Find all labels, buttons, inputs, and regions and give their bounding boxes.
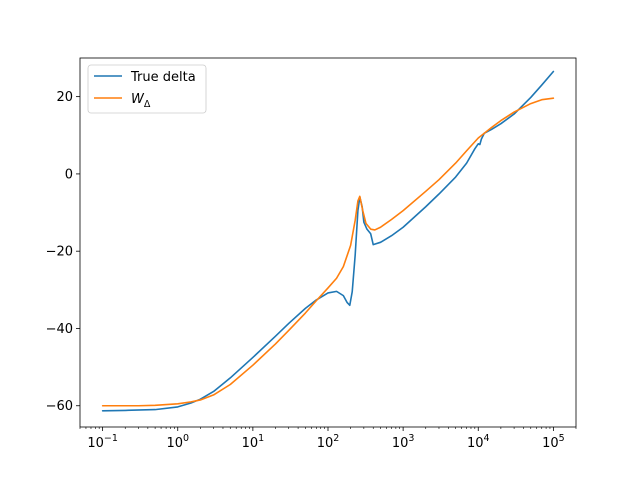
series-layer	[101, 70, 555, 412]
legend: True delta WΔ	[87, 64, 207, 114]
x-axis: 10−1 100 101 102 103 104 105	[79, 427, 577, 451]
y-axis: −60 −40 −20 0 20	[46, 90, 80, 414]
y-tick-label: −60	[46, 399, 73, 414]
y-tick-label: −40	[46, 322, 73, 337]
x-tick-label: 101	[242, 433, 265, 451]
y-tick-label: −20	[46, 245, 73, 260]
legend-label-1: True delta	[130, 70, 196, 85]
y-tick-label: 0	[65, 167, 73, 182]
series-line-2	[101, 97, 555, 407]
x-tick-label: 105	[542, 433, 565, 451]
y-tick-label: 20	[56, 90, 73, 105]
x-tick-label: 100	[166, 433, 189, 451]
x-tick-label: 103	[392, 433, 415, 451]
x-tick-label: 104	[467, 433, 490, 451]
legend-box	[87, 64, 207, 114]
legend-label-2: WΔ	[131, 92, 151, 110]
x-tick-label: 10−1	[87, 433, 118, 451]
x-tick-label: 102	[317, 433, 340, 451]
